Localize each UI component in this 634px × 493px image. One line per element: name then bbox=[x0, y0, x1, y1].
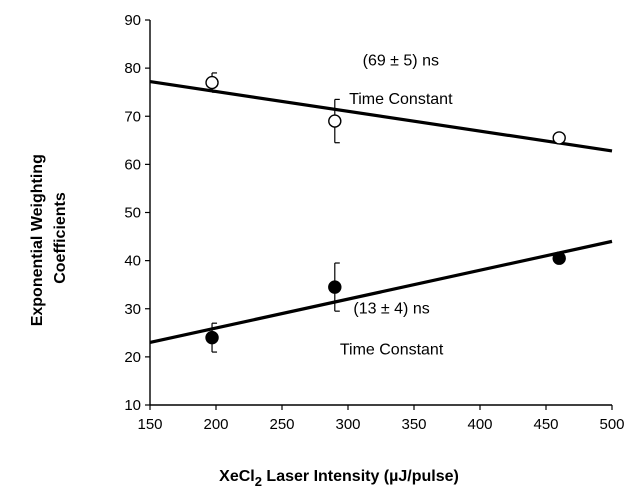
y-tick-label: 50 bbox=[124, 205, 141, 222]
ticks: 150 200 250 300 350 400 450 500 10 20 30 40 50 60 70 80… bbox=[124, 12, 624, 433]
y-tick-label: 20 bbox=[124, 349, 141, 366]
annotation-label: (69 ± 5) ns bbox=[363, 53, 439, 70]
x-tick-label: 200 bbox=[203, 416, 228, 433]
fit-line-2 bbox=[150, 241, 612, 342]
x-axis-title-prefix: XeCl bbox=[219, 468, 255, 485]
open-circle-point bbox=[553, 132, 565, 144]
annotation-label: (13 ± 4) ns bbox=[353, 301, 429, 318]
x-tick-label: 500 bbox=[599, 416, 624, 433]
x-axis-title-suffix: Laser Intensity (µJ/pulse) bbox=[262, 468, 459, 485]
filled-circle-point bbox=[329, 281, 341, 293]
open-circle-point bbox=[329, 115, 341, 127]
annotation-label: Time Constant bbox=[340, 341, 444, 358]
y-tick-label: 30 bbox=[124, 301, 141, 318]
filled-circle-point bbox=[206, 332, 218, 344]
y-tick-label: 80 bbox=[124, 60, 141, 77]
y-axis-title: Exponential Weighting Coefficients bbox=[29, 150, 69, 327]
x-axis-title-subscript: 2 bbox=[255, 474, 262, 489]
annotations: (69 ± 5) ns Time Constant (13 ± 4) ns Time … bbox=[340, 53, 453, 359]
y-tick-label: 60 bbox=[124, 156, 141, 173]
y-tick-label: 70 bbox=[124, 108, 141, 125]
filled-circle-point bbox=[553, 252, 565, 264]
open-circle-point bbox=[206, 77, 218, 89]
y-tick-label: 40 bbox=[124, 253, 141, 270]
x-tick-label: 300 bbox=[335, 416, 360, 433]
y-axis-title-line-1: Exponential Weighting bbox=[29, 154, 46, 326]
x-tick-label: 450 bbox=[533, 416, 558, 433]
y-tick-label: 10 bbox=[124, 397, 141, 414]
x-tick-label: 250 bbox=[269, 416, 294, 433]
x-axis-title: XeCl2 Laser Intensity (µJ/pulse) bbox=[219, 468, 459, 489]
x-tick-label: 150 bbox=[137, 416, 162, 433]
x-tick-label: 350 bbox=[401, 416, 426, 433]
x-tick-label: 400 bbox=[467, 416, 492, 433]
annotation-label: Time Constant bbox=[349, 91, 453, 108]
y-tick-label: 90 bbox=[124, 12, 141, 29]
y-axis-title-line-2: Coefficients bbox=[52, 192, 69, 284]
